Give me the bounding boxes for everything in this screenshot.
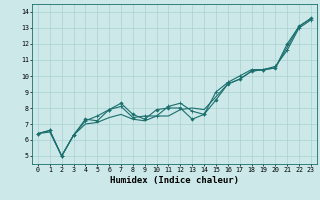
X-axis label: Humidex (Indice chaleur): Humidex (Indice chaleur)	[110, 176, 239, 185]
